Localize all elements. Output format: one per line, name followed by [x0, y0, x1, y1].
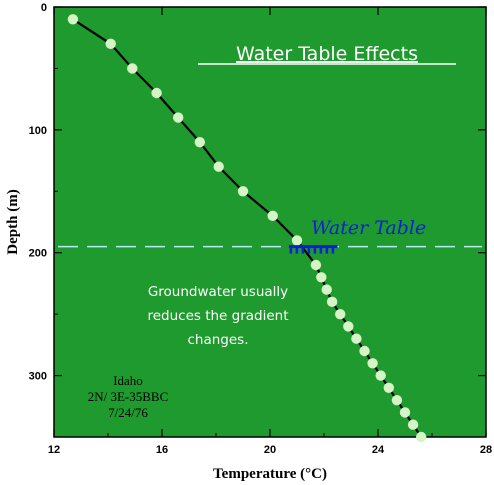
y-tick-label: 100 [29, 125, 47, 137]
y-tick-label: 200 [29, 248, 47, 260]
x-tick-label: 24 [372, 444, 385, 456]
data-point [105, 38, 116, 50]
data-point [237, 186, 249, 197]
data-points [67, 14, 427, 443]
x-tick-label: 12 [48, 444, 60, 456]
data-point [335, 308, 346, 320]
data-point [343, 321, 354, 332]
location-line-2: 2N/ 3E-35BBC [88, 389, 169, 404]
data-point [291, 235, 303, 246]
note-line-3: changes. [187, 332, 248, 348]
data-point [213, 161, 224, 172]
data-point [321, 284, 332, 295]
plot-area [53, 6, 487, 438]
data-point [127, 63, 138, 74]
data-point [310, 259, 322, 271]
note-line-2: reduces the gradient [147, 308, 288, 324]
axis-ticks: 12 16 20 24 28 0 100 200 300 [29, 2, 492, 456]
data-point [407, 419, 419, 430]
data-point [399, 407, 411, 418]
data-point [173, 112, 184, 123]
water-table-symbol [288, 245, 338, 254]
data-point [383, 382, 394, 394]
x-tick-label: 20 [264, 444, 276, 456]
data-point [326, 296, 338, 308]
x-tick-label: 28 [480, 444, 492, 456]
x-tick-label: 16 [156, 444, 168, 456]
note-line-1: Groundwater usually [148, 284, 288, 300]
location-line-1: Idaho [113, 373, 143, 388]
y-tick-label: 0 [41, 2, 47, 14]
data-point [267, 210, 278, 222]
data-point [194, 136, 205, 148]
data-point [316, 272, 327, 283]
data-point [416, 431, 427, 443]
y-axis-title: Depth (m) [5, 189, 21, 254]
water-table-label: Water Table [311, 217, 426, 239]
data-point [67, 14, 79, 25]
location-line-3: 7/24/76 [108, 405, 148, 420]
chart-title: Water Table Effects [236, 43, 418, 65]
data-point [367, 358, 378, 369]
y-tick-label: 300 [29, 371, 47, 383]
data-point [351, 333, 362, 344]
data-point [391, 394, 403, 406]
data-point [375, 370, 386, 381]
data-point [359, 345, 370, 357]
x-axis-title: Temperature (°C) [213, 466, 327, 482]
data-point [151, 87, 162, 99]
